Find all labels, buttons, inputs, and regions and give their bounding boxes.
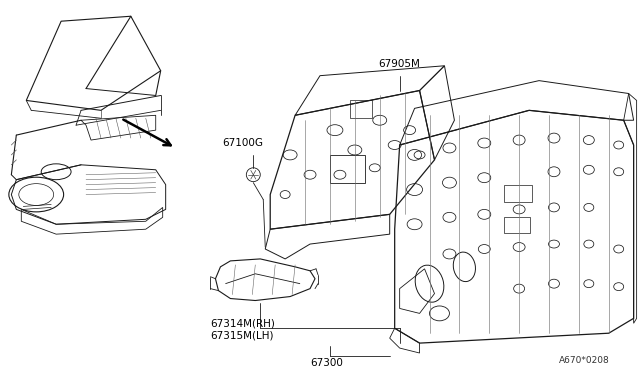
Text: 67905M: 67905M <box>379 59 420 69</box>
Bar <box>330 155 365 183</box>
Text: A670*0208: A670*0208 <box>559 356 610 365</box>
Bar <box>350 100 372 118</box>
Text: 67300: 67300 <box>310 358 343 368</box>
Text: 67314M(RH): 67314M(RH) <box>211 318 275 328</box>
Text: 67100G: 67100G <box>223 138 264 148</box>
Bar <box>504 185 532 202</box>
Bar <box>504 217 530 233</box>
Text: 67315M(LH): 67315M(LH) <box>211 330 274 340</box>
